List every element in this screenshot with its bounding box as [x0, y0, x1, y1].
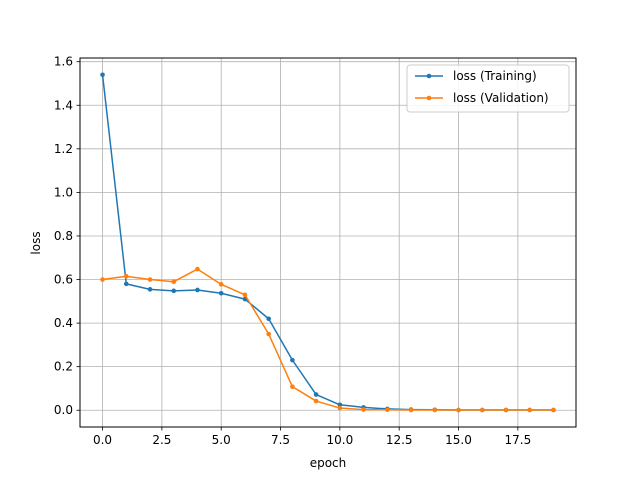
- y-tick-label: 0.2: [54, 360, 73, 374]
- data-point-training: [290, 357, 295, 363]
- series-line-validation: [102, 268, 554, 411]
- legend: loss (Training) loss (Validation): [406, 64, 570, 113]
- data-point-training: [337, 402, 343, 408]
- y-tick-label: 0.6: [54, 273, 73, 287]
- y-tick-label: 1.2: [54, 142, 73, 156]
- data-point-validation: [218, 282, 224, 287]
- y-tick-label: 1.0: [54, 185, 73, 199]
- x-axis-label: epoch: [310, 456, 347, 470]
- x-tick-label: 15.0: [445, 433, 472, 447]
- plot-frame: [79, 57, 577, 428]
- legend-training-marker: [426, 73, 432, 79]
- data-point-validation: [551, 407, 556, 413]
- data-point-training: [218, 290, 224, 296]
- plot-area: [80, 58, 576, 427]
- data-point-validation: [432, 407, 438, 413]
- y-axis-label: loss: [29, 231, 43, 254]
- y-tick-label: 1.4: [54, 98, 73, 112]
- legend-validation-label: loss (Validation): [453, 91, 549, 105]
- legend-validation-marker: [426, 95, 432, 101]
- series-lines: [100, 72, 556, 413]
- data-point-validation: [123, 273, 129, 279]
- grid-lines: [80, 58, 576, 427]
- data-point-training: [147, 287, 153, 292]
- y-tick-label: 0.0: [54, 403, 73, 417]
- y-axis-ticks: 0.0 0.2 0.4 0.6 0.8 1.0 1.2 1.4 1.6: [54, 55, 80, 417]
- data-point-validation: [385, 407, 390, 413]
- y-tick-label: 0.8: [54, 229, 73, 243]
- data-point-validation: [313, 398, 319, 404]
- data-point-validation: [171, 279, 177, 285]
- data-point-validation: [290, 384, 295, 390]
- y-tick-label: 1.6: [54, 55, 73, 69]
- data-point-validation: [408, 407, 414, 413]
- y-tick-label: 0.4: [54, 316, 73, 330]
- data-point-validation: [242, 292, 248, 298]
- data-point-validation: [479, 407, 485, 413]
- x-tick-label: 0.0: [93, 433, 112, 447]
- x-tick-label: 2.5: [152, 433, 171, 447]
- data-point-validation: [337, 405, 343, 411]
- data-point-training: [171, 288, 177, 294]
- data-point-validation: [195, 266, 200, 272]
- data-point-training: [266, 316, 271, 322]
- data-point-validation: [503, 407, 509, 413]
- x-tick-label: 10.0: [327, 433, 354, 447]
- data-point-validation: [361, 407, 366, 412]
- data-point-validation: [456, 407, 461, 413]
- data-point-training: [123, 281, 129, 287]
- legend-box: [406, 64, 570, 113]
- data-point-training: [195, 287, 200, 293]
- data-point-validation: [147, 277, 153, 282]
- x-tick-label: 7.5: [271, 433, 290, 447]
- x-tick-label: 17.5: [504, 433, 531, 447]
- x-axis-ticks: 0.0 2.5 5.0 7.5 10.0 12.5 15.0 17.5: [93, 427, 531, 447]
- legend-training-label: loss (Training): [453, 69, 537, 83]
- data-point-validation: [527, 407, 533, 413]
- x-tick-label: 5.0: [212, 433, 231, 447]
- data-point-validation: [266, 331, 271, 337]
- x-tick-label: 12.5: [386, 433, 413, 447]
- data-point-validation: [100, 277, 105, 282]
- data-point-training: [100, 72, 105, 78]
- data-point-training: [313, 392, 319, 397]
